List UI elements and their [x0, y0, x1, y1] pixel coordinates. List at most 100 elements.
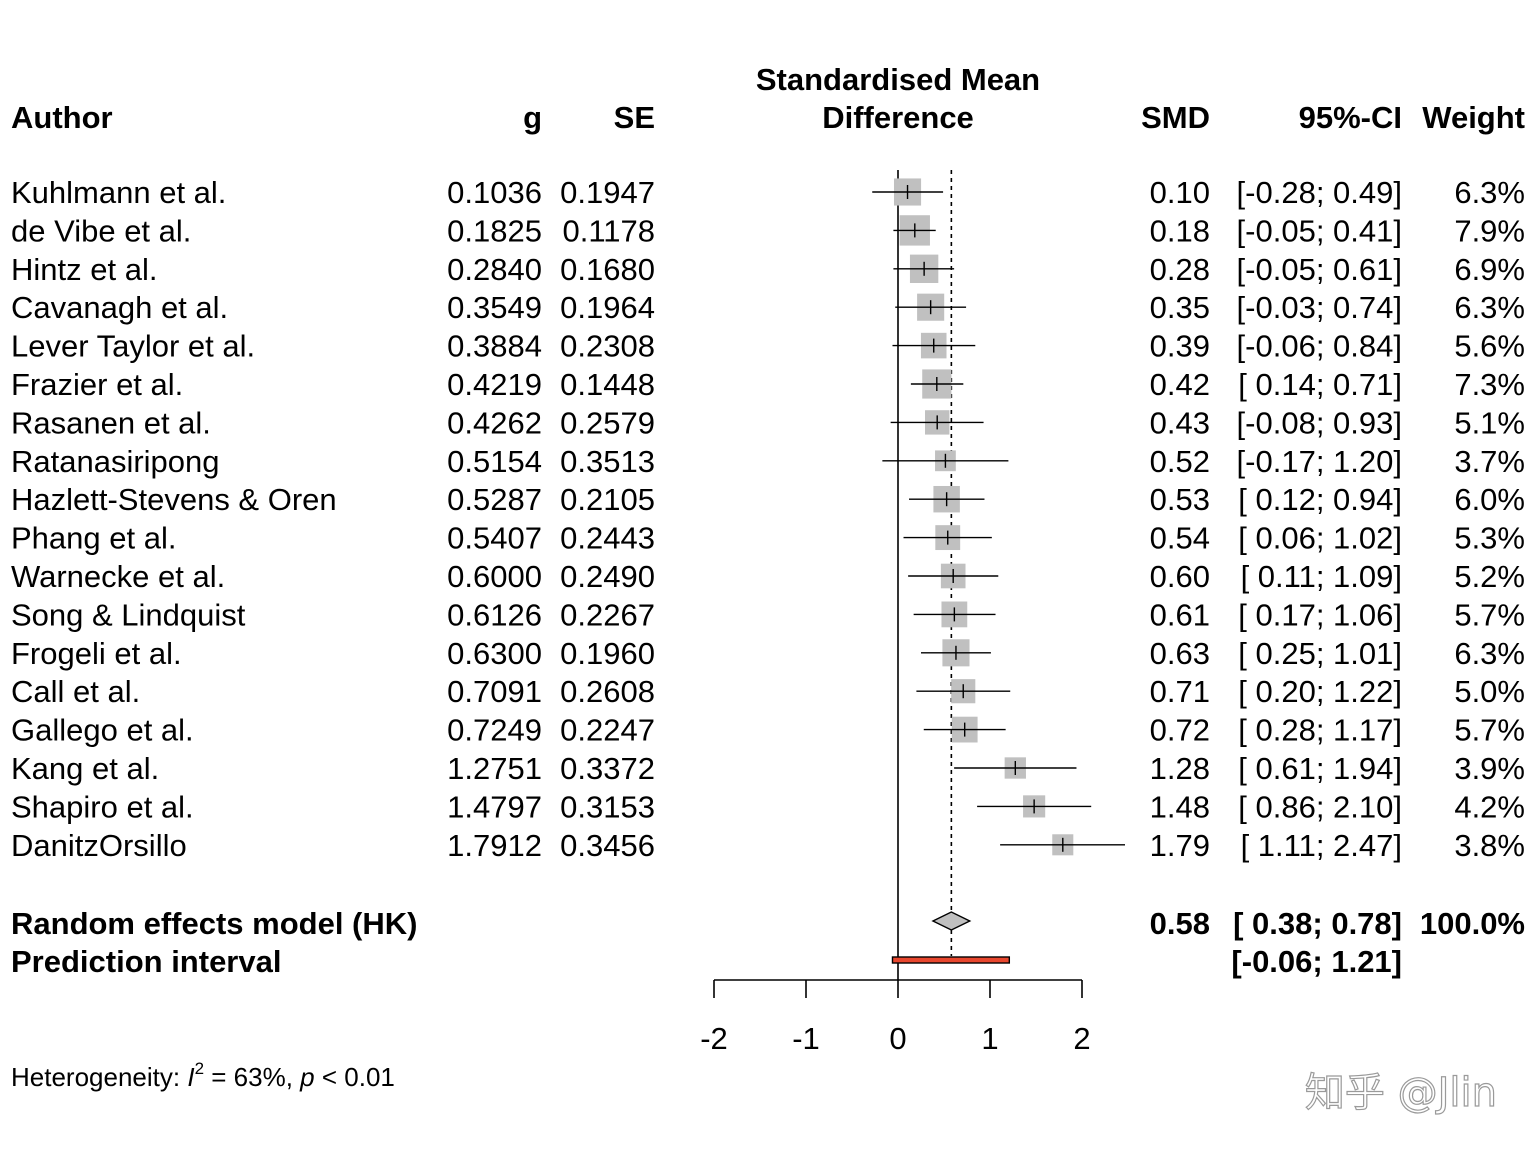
- study-author: Phang et al.: [11, 521, 176, 556]
- prediction-row: Prediction interval [-0.06; 1.21]: [11, 944, 1402, 979]
- study-se: 0.1178: [562, 213, 655, 248]
- header-plot-title-line2: Difference: [822, 100, 974, 135]
- study-ci: [ 0.61; 1.94]: [1238, 751, 1402, 786]
- study-weight: 6.9%: [1454, 252, 1525, 287]
- study-row: Ratanasiripong 0.5154 0.3513 0.52 [-0.17; 1.…: [11, 444, 1525, 479]
- study-row: Frazier et al. 0.4219 0.1448 0.42 [ 0.14; 0.…: [11, 367, 1525, 402]
- study-ci: [-0.06; 0.84]: [1237, 329, 1402, 364]
- study-weight: 3.9%: [1454, 751, 1525, 786]
- study-smd: 0.10: [1150, 175, 1210, 210]
- study-smd: 0.63: [1150, 636, 1210, 671]
- study-smd: 0.53: [1150, 482, 1210, 517]
- study-weight: 6.0%: [1454, 482, 1525, 517]
- study-author: Warnecke et al.: [11, 559, 225, 594]
- study-ci: [-0.17; 1.20]: [1237, 444, 1402, 479]
- study-weight: 5.0%: [1454, 674, 1525, 709]
- study-author: Frogeli et al.: [11, 636, 182, 671]
- study-ci: [-0.03; 0.74]: [1237, 290, 1402, 325]
- study-row: Kuhlmann et al. 0.1036 0.1947 0.10 [-0.28; 0…: [11, 175, 1525, 210]
- study-author: Hintz et al.: [11, 252, 157, 287]
- header-smd: SMD: [1141, 100, 1210, 135]
- study-se: 0.2247: [560, 713, 655, 748]
- study-g: 0.5287: [447, 482, 542, 517]
- heterogeneity-i-symbol: I: [187, 1062, 194, 1092]
- study-ci: [ 0.17; 1.06]: [1238, 597, 1402, 632]
- study-ci: [-0.28; 0.49]: [1237, 175, 1402, 210]
- pooled-diamond: [931, 911, 972, 931]
- study-g: 0.4219: [447, 367, 542, 402]
- study-g: 0.7091: [447, 674, 542, 709]
- study-se: 0.2267: [560, 597, 655, 632]
- study-smd: 0.60: [1150, 559, 1210, 594]
- study-se: 0.1964: [560, 290, 655, 325]
- study-se: 0.1680: [560, 252, 655, 287]
- study-weight: 5.7%: [1454, 713, 1525, 748]
- heterogeneity-value: = 63%,: [204, 1062, 300, 1092]
- study-g: 0.5407: [447, 521, 542, 556]
- study-weight: 5.2%: [1454, 559, 1525, 594]
- study-se: 0.2490: [560, 559, 655, 594]
- heterogeneity-prefix: Heterogeneity:: [11, 1062, 187, 1092]
- study-smd: 0.28: [1150, 252, 1210, 287]
- study-smd: 0.54: [1150, 521, 1210, 556]
- study-ci: [ 0.28; 1.17]: [1238, 713, 1402, 748]
- study-se: 0.3153: [560, 789, 655, 824]
- study-g: 0.5154: [447, 444, 542, 479]
- study-weight: 6.3%: [1454, 290, 1525, 325]
- study-g: 0.4262: [447, 405, 542, 440]
- study-se: 0.2608: [560, 674, 655, 709]
- study-weight: 3.8%: [1454, 828, 1525, 863]
- study-se: 0.3456: [560, 828, 655, 863]
- study-ci: [-0.08; 0.93]: [1237, 405, 1402, 440]
- study-row: Frogeli et al. 0.6300 0.1960 0.63 [ 0.25; 1.…: [11, 636, 1525, 671]
- study-g: 1.2751: [447, 751, 542, 786]
- study-se: 0.1448: [560, 367, 655, 402]
- study-ci: [ 1.11; 2.47]: [1241, 828, 1402, 863]
- prediction-interval-bar: [891, 956, 1011, 964]
- prediction-label: Prediction interval: [11, 944, 281, 979]
- study-author: Hazlett-Stevens & Oren: [11, 482, 337, 517]
- study-g: 0.6300: [447, 636, 542, 671]
- study-row: Song & Lindquist 0.6126 0.2267 0.61 [ 0.17; …: [11, 597, 1525, 632]
- study-ci: [ 0.86; 2.10]: [1238, 789, 1402, 824]
- header-g: g: [523, 100, 542, 135]
- study-ci: [ 0.20; 1.22]: [1238, 674, 1402, 709]
- pooled-weight: 100.0%: [1420, 906, 1525, 941]
- study-weight: 5.1%: [1454, 405, 1525, 440]
- study-se: 0.2443: [560, 521, 655, 556]
- study-weight: 4.2%: [1454, 789, 1525, 824]
- x-axis: -2 -1 0 1 2: [700, 979, 1091, 1056]
- watermark: 知乎 @Jlin: [1305, 1070, 1497, 1116]
- pooled-row: Random effects model (HK) 0.58 [ 0.38; 0…: [11, 906, 1525, 941]
- study-g: 1.7912: [447, 828, 542, 863]
- study-smd: 1.28: [1150, 751, 1210, 786]
- study-smd: 1.79: [1150, 828, 1210, 863]
- study-ci: [ 0.14; 0.71]: [1238, 367, 1402, 402]
- study-smd: 0.39: [1150, 329, 1210, 364]
- study-author: Shapiro et al.: [11, 789, 194, 824]
- study-row: Gallego et al. 0.7249 0.2247 0.72 [ 0.28; 1.…: [11, 713, 1525, 748]
- study-author: Cavanagh et al.: [11, 290, 228, 325]
- study-g: 0.2840: [447, 252, 542, 287]
- header-ci: 95%-CI: [1299, 100, 1402, 135]
- study-author: Kang et al.: [11, 751, 159, 786]
- study-ci: [-0.05; 0.41]: [1237, 213, 1402, 248]
- study-smd: 0.72: [1150, 713, 1210, 748]
- study-author: Kuhlmann et al.: [11, 175, 226, 210]
- study-se: 0.1947: [560, 175, 655, 210]
- heterogeneity-p-symbol: p: [299, 1062, 314, 1092]
- study-smd: 0.18: [1150, 213, 1210, 248]
- study-g: 0.6126: [447, 597, 542, 632]
- study-author: de Vibe et al.: [11, 213, 191, 248]
- study-g: 0.3549: [447, 290, 542, 325]
- study-se: 0.2308: [560, 329, 655, 364]
- study-smd: 0.61: [1150, 597, 1210, 632]
- study-weight: 5.6%: [1454, 329, 1525, 364]
- study-author: Ratanasiripong: [11, 444, 220, 479]
- pooled-label: Random effects model (HK): [11, 906, 417, 941]
- x-axis-tick-label: -2: [700, 1021, 728, 1056]
- study-author: Frazier et al.: [11, 367, 183, 402]
- study-author: DanitzOrsillo: [11, 828, 187, 863]
- study-se: 0.3513: [560, 444, 655, 479]
